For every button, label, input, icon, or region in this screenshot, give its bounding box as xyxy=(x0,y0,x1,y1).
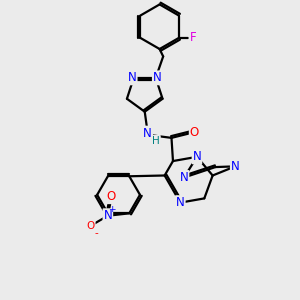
Text: N: N xyxy=(176,196,185,209)
Text: +: + xyxy=(108,205,116,214)
Text: N: N xyxy=(128,71,136,84)
Text: H: H xyxy=(152,136,160,146)
Text: -: - xyxy=(95,229,98,238)
Text: O: O xyxy=(190,126,199,139)
Text: N: N xyxy=(193,150,201,163)
Text: N: N xyxy=(143,127,152,140)
Text: F: F xyxy=(190,32,196,44)
Text: N: N xyxy=(231,160,240,173)
Text: N: N xyxy=(180,171,188,184)
Text: N: N xyxy=(153,71,162,84)
Text: O: O xyxy=(106,190,116,203)
Text: O: O xyxy=(86,221,95,231)
Text: N: N xyxy=(103,209,112,222)
